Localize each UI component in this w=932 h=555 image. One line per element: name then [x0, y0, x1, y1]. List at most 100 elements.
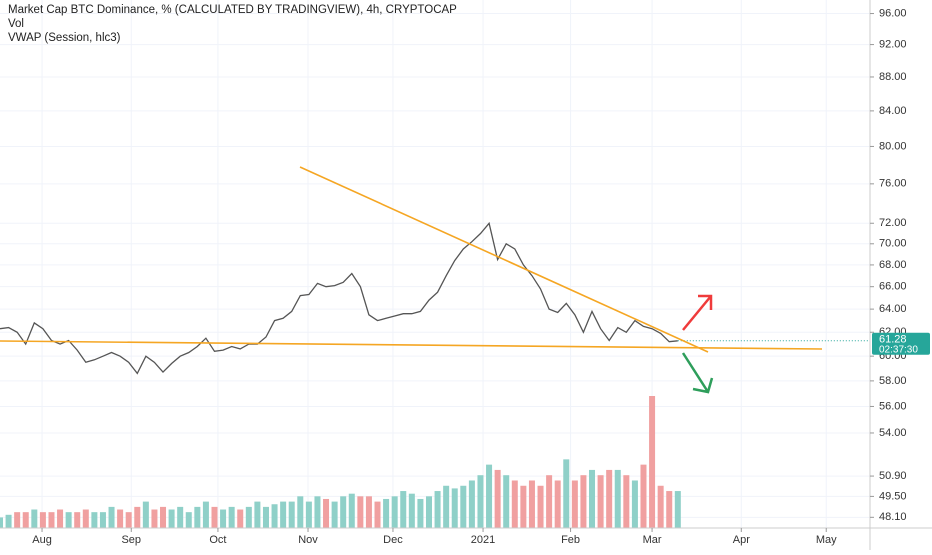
volume-bar	[31, 509, 38, 528]
x-tick-label: Dec	[383, 534, 403, 546]
volume-bar	[99, 512, 106, 528]
volume-bar	[357, 496, 364, 528]
volume-bar	[580, 475, 587, 528]
volume-bar	[649, 396, 656, 528]
volume-bar	[666, 491, 673, 528]
volume-bar	[451, 488, 458, 528]
volume-bar	[185, 512, 192, 528]
x-tick-label: Apr	[733, 534, 750, 546]
volume-bar	[48, 512, 55, 528]
volume-bar	[262, 506, 269, 528]
volume-bar	[117, 509, 124, 528]
volume-bar	[408, 493, 415, 528]
y-tick-label: 50.90	[879, 470, 907, 482]
volume-bar	[434, 491, 441, 528]
volume-bar	[177, 506, 184, 528]
x-tick-label: Aug	[32, 534, 52, 546]
trend-line	[299, 166, 709, 353]
volume-bar	[151, 509, 158, 528]
volume-bar	[142, 501, 149, 528]
y-tick-label: 92.00	[879, 38, 907, 50]
indicator-label: Vol	[8, 18, 24, 30]
volume-bar	[314, 496, 321, 528]
volume-bar	[365, 496, 372, 528]
axes: 96.00 92.00 88.00 84.00 80.00 76.00 72.00 70.00…	[32, 7, 930, 546]
volume-bar	[254, 501, 261, 528]
up-arrow	[682, 294, 713, 331]
y-tick-label: 80.00	[879, 140, 907, 152]
volume-bar	[486, 464, 493, 528]
price-line	[0, 221, 678, 375]
volume-bar	[528, 480, 535, 528]
volume-bar	[443, 485, 450, 528]
volume-bar	[348, 493, 355, 528]
volume-bar	[22, 512, 29, 528]
volume-bar	[640, 464, 647, 528]
y-tick-label: 64.00	[879, 303, 907, 315]
y-tick-label: 84.00	[879, 105, 907, 117]
volume-bar	[374, 501, 381, 528]
volume-bar	[134, 506, 141, 528]
volume-bar	[597, 475, 604, 528]
volume-bar	[563, 459, 570, 528]
volume-bar	[657, 485, 664, 528]
volume-bar	[323, 498, 330, 528]
y-tick-label: 48.10	[879, 511, 907, 523]
volume-bar	[82, 509, 89, 528]
volume-bar	[305, 501, 312, 528]
volume-bar	[280, 501, 287, 528]
volume-bar	[194, 506, 201, 528]
volume-bar	[494, 469, 501, 528]
chart-title: Market Cap BTC Dominance, % (CALCULATED …	[8, 4, 457, 16]
volume-bar	[108, 506, 115, 528]
y-tick-label: 70.00	[879, 238, 907, 250]
volume-bar	[417, 498, 424, 528]
volume-bar	[623, 475, 630, 528]
volume-bar	[537, 485, 544, 528]
x-tick-label: Feb	[561, 534, 580, 546]
last-price-box	[872, 332, 930, 355]
volume-bar	[477, 475, 484, 528]
support-line	[0, 340, 823, 350]
volume-bar	[39, 512, 46, 528]
volume-bar	[520, 485, 527, 528]
volume-bar	[331, 501, 338, 528]
volume-bar	[202, 501, 209, 528]
y-tick-label: 66.00	[879, 281, 907, 293]
volume-bar	[468, 480, 475, 528]
volume-bar	[589, 469, 596, 528]
volume-bar	[400, 491, 407, 528]
volume-bar	[614, 469, 621, 528]
last-price-label: 61.28	[879, 334, 907, 346]
volume-bar	[674, 491, 681, 528]
x-tick-label: Mar	[643, 534, 662, 546]
x-tick-label: 2021	[471, 534, 495, 546]
y-tick-label: 56.00	[879, 400, 907, 412]
down-arrow	[681, 352, 714, 394]
volume-bar	[5, 514, 12, 528]
volume-bar	[554, 480, 561, 528]
y-tick-label: 54.00	[879, 427, 907, 439]
y-tick-label: 58.00	[879, 375, 907, 387]
volume-bar	[168, 509, 175, 528]
volume-bar	[503, 475, 510, 528]
indicator-label: VWAP (Session, hlc3)	[8, 32, 121, 44]
volume-bar	[125, 512, 132, 528]
volume-bar	[297, 496, 304, 528]
volume-bar	[546, 475, 553, 528]
volume-bar	[0, 517, 4, 528]
volume-bar	[340, 496, 347, 528]
y-tick-label: 72.00	[879, 217, 907, 229]
volume-bar	[425, 496, 432, 528]
volume-bar	[631, 480, 638, 528]
y-tick-label: 96.00	[879, 7, 907, 19]
volume-bar	[391, 496, 398, 528]
x-tick-label: Oct	[209, 534, 226, 546]
volume-bar	[571, 480, 578, 528]
volume-bar	[245, 506, 252, 528]
x-tick-label: May	[816, 534, 837, 546]
volume-bar	[91, 512, 98, 528]
volume-bar	[14, 512, 21, 528]
volume-bar	[606, 469, 613, 528]
